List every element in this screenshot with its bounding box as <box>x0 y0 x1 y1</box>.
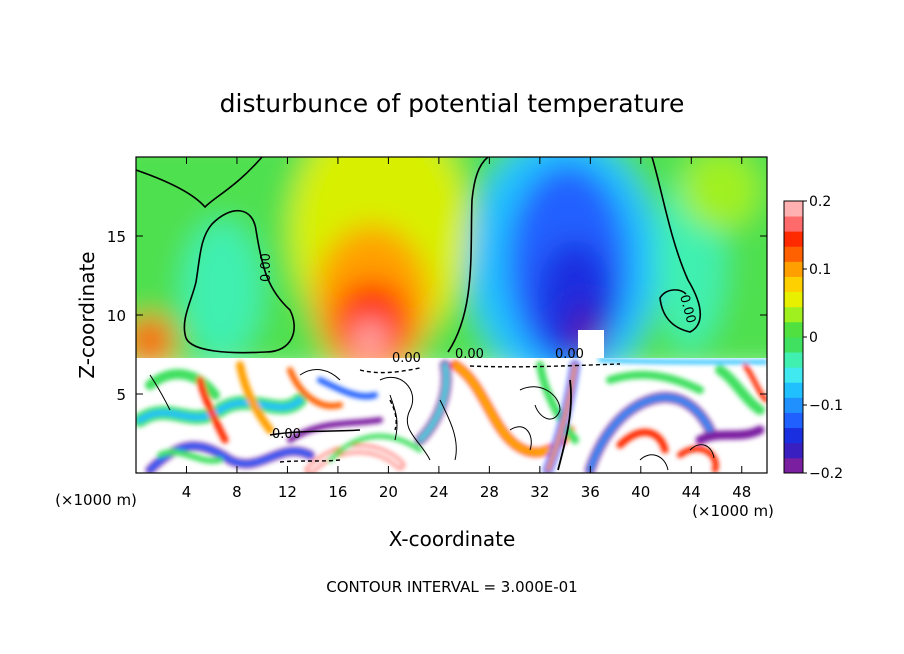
colorbar-swatch <box>784 291 803 308</box>
contour-label: 0.00 <box>455 347 484 362</box>
colorbar-tick-label: −0.1 <box>809 398 843 414</box>
y-tick-label: 15 <box>107 228 126 246</box>
colorbar-swatch <box>784 412 803 429</box>
colorbar-swatch <box>784 382 803 398</box>
zero-contour-lower <box>269 429 361 436</box>
plot-area: 0.00 0.00 0.00 0.00 0.00 0.00 <box>135 156 768 474</box>
contour-label: 0.00 <box>272 427 301 442</box>
colorbar-swatch <box>784 276 803 293</box>
lower-field <box>136 358 767 473</box>
zero-contour-top-left <box>136 157 263 209</box>
zero-contour-right <box>651 157 701 333</box>
colorbar-swatch <box>784 457 803 474</box>
y-axis-label: Z-coordinate <box>75 251 99 378</box>
upper-field <box>136 157 767 358</box>
zero-contour-left-cell <box>183 209 295 354</box>
x-tick-label: 28 <box>480 483 499 501</box>
x-tick-label: 12 <box>278 483 297 501</box>
x-tick-label: 36 <box>581 483 600 501</box>
x-axis: 4 8 12 16 20 24 28 32 36 40 44 48 <box>182 157 751 501</box>
colorbar-swatch <box>784 442 803 459</box>
y-axis: 5 10 15 <box>107 228 767 404</box>
lower-dashed-contours <box>279 363 621 463</box>
x-tick-label: 40 <box>631 483 650 501</box>
y-tick-label: 5 <box>116 386 126 404</box>
x-axis-label: X-coordinate <box>389 527 516 551</box>
x-tick-label: 32 <box>530 483 549 501</box>
x-tick-label: 20 <box>379 483 398 501</box>
contour-labels: 0.00 0.00 0.00 0.00 0.00 0.00 <box>259 253 698 442</box>
x-tick-label: 44 <box>682 483 701 501</box>
colorbar-swatch <box>784 231 803 247</box>
contour-interval-note: CONTOUR INTERVAL = 3.000E-01 <box>326 578 577 596</box>
lower-contour-lines <box>149 369 715 471</box>
colorbar-swatch <box>784 246 803 262</box>
colorbar-swatch <box>784 352 803 368</box>
contour-label: 0.00 <box>259 253 274 282</box>
chart-title: disturbunce of potential temperature <box>220 89 685 118</box>
colorbar-tick-label: −0.2 <box>809 466 843 482</box>
x-tick-label: 48 <box>732 483 751 501</box>
x-tick-label: 16 <box>328 483 347 501</box>
colorbar-tick-label: 0 <box>809 330 818 346</box>
zero-contour-center <box>447 157 489 353</box>
colorbar-swatch <box>784 321 803 338</box>
x-tick-label: 8 <box>232 483 242 501</box>
y-axis-unit: (×1000 m) <box>55 491 137 509</box>
x-tick-label: 4 <box>182 483 192 501</box>
colorbar-swatch <box>784 367 803 383</box>
colorbar-swatch <box>784 261 803 277</box>
contour-label: 0.00 <box>392 351 421 366</box>
contour-label: 0.00 <box>555 347 584 362</box>
colorbar-tick-label: 0.2 <box>809 194 831 210</box>
colorbar-tick-label: 0.1 <box>809 262 831 278</box>
colorbar-swatch <box>784 216 803 232</box>
x-tick-label: 24 <box>429 483 448 501</box>
colorbar-swatch <box>784 427 803 444</box>
colorbar-swatch <box>784 306 803 323</box>
colorbar-swatch <box>784 397 803 413</box>
colorbar-swatch <box>784 337 803 353</box>
zero-contour-lower-right <box>557 379 572 471</box>
x-axis-unit: (×1000 m) <box>692 502 774 520</box>
colorbar-swatch <box>784 201 803 217</box>
colorbar: 0.2 0.1 0 −0.1 −0.2 <box>783 194 843 482</box>
y-tick-label: 10 <box>107 307 126 325</box>
contour-label: 0.00 <box>676 293 698 325</box>
